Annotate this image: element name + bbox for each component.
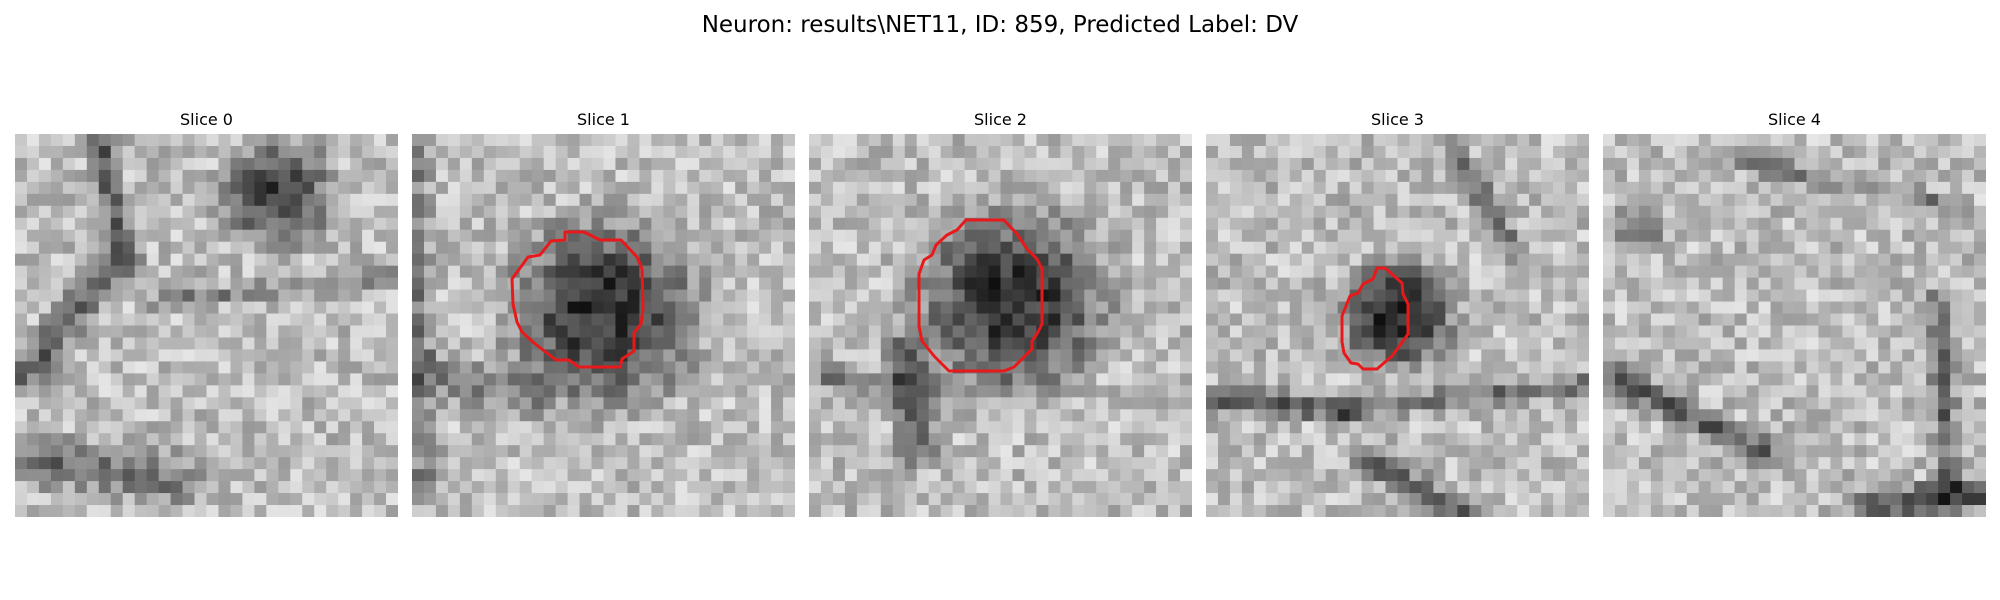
figure-title: Neuron: results\NET11, ID: 859, Predicte… bbox=[701, 12, 1299, 38]
slice-image bbox=[809, 134, 1192, 517]
slice-image bbox=[1603, 134, 1986, 517]
slice-title: Slice 0 bbox=[180, 110, 233, 129]
slice-title: Slice 1 bbox=[577, 110, 630, 129]
slice-image bbox=[412, 134, 795, 517]
slice-image bbox=[15, 134, 398, 517]
segmentation-contour bbox=[917, 218, 1044, 373]
slice-image bbox=[1206, 134, 1589, 517]
slice-title: Slice 2 bbox=[974, 110, 1027, 129]
segmentation-contour bbox=[510, 230, 645, 369]
slice-title: Slice 3 bbox=[1371, 110, 1424, 129]
segmentation-contour bbox=[1340, 266, 1410, 371]
slice-title: Slice 4 bbox=[1768, 110, 1821, 129]
